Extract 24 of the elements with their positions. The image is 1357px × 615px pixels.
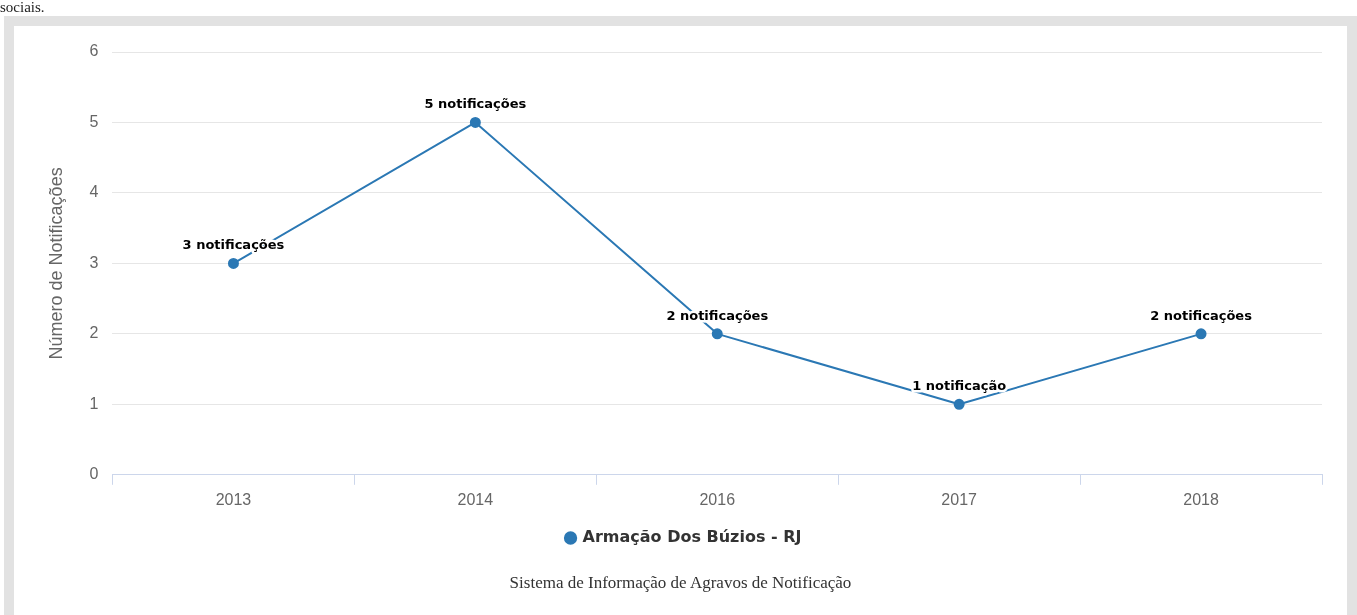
point: [711, 328, 723, 340]
y-axis-title: Número de Notificações: [45, 167, 66, 360]
y-tick-label: 0: [89, 465, 99, 483]
point: [469, 116, 481, 128]
text: Sistema de Informação de Agravos de Notificação: [508, 572, 853, 594]
y-tick-label: 3: [89, 253, 99, 271]
legend-label: Armação Dos Búzios - RJ: [582, 527, 802, 547]
x-tick-label: 2014: [457, 490, 494, 508]
text: sociais.: [0, 0, 45, 15]
y-tick-label: 2: [89, 324, 99, 342]
point: [953, 398, 965, 410]
y-tick-label: 4: [89, 183, 99, 201]
x-tick-label: 2016: [699, 490, 736, 508]
x-tick-label: 2018: [1183, 490, 1219, 508]
point: [1195, 328, 1207, 340]
x-tick-label: 2017: [941, 490, 978, 508]
y-tick-label: 5: [89, 112, 99, 130]
data-label: 5 notificações: [424, 96, 527, 112]
x-tick-label: 2013: [215, 490, 252, 508]
y-tick-label: 6: [89, 42, 99, 60]
y-tick-label: 1: [89, 394, 99, 412]
data-label: 1 notificação: [912, 378, 1007, 394]
point: [227, 257, 239, 269]
data-label: 2 notificações: [1150, 307, 1253, 323]
